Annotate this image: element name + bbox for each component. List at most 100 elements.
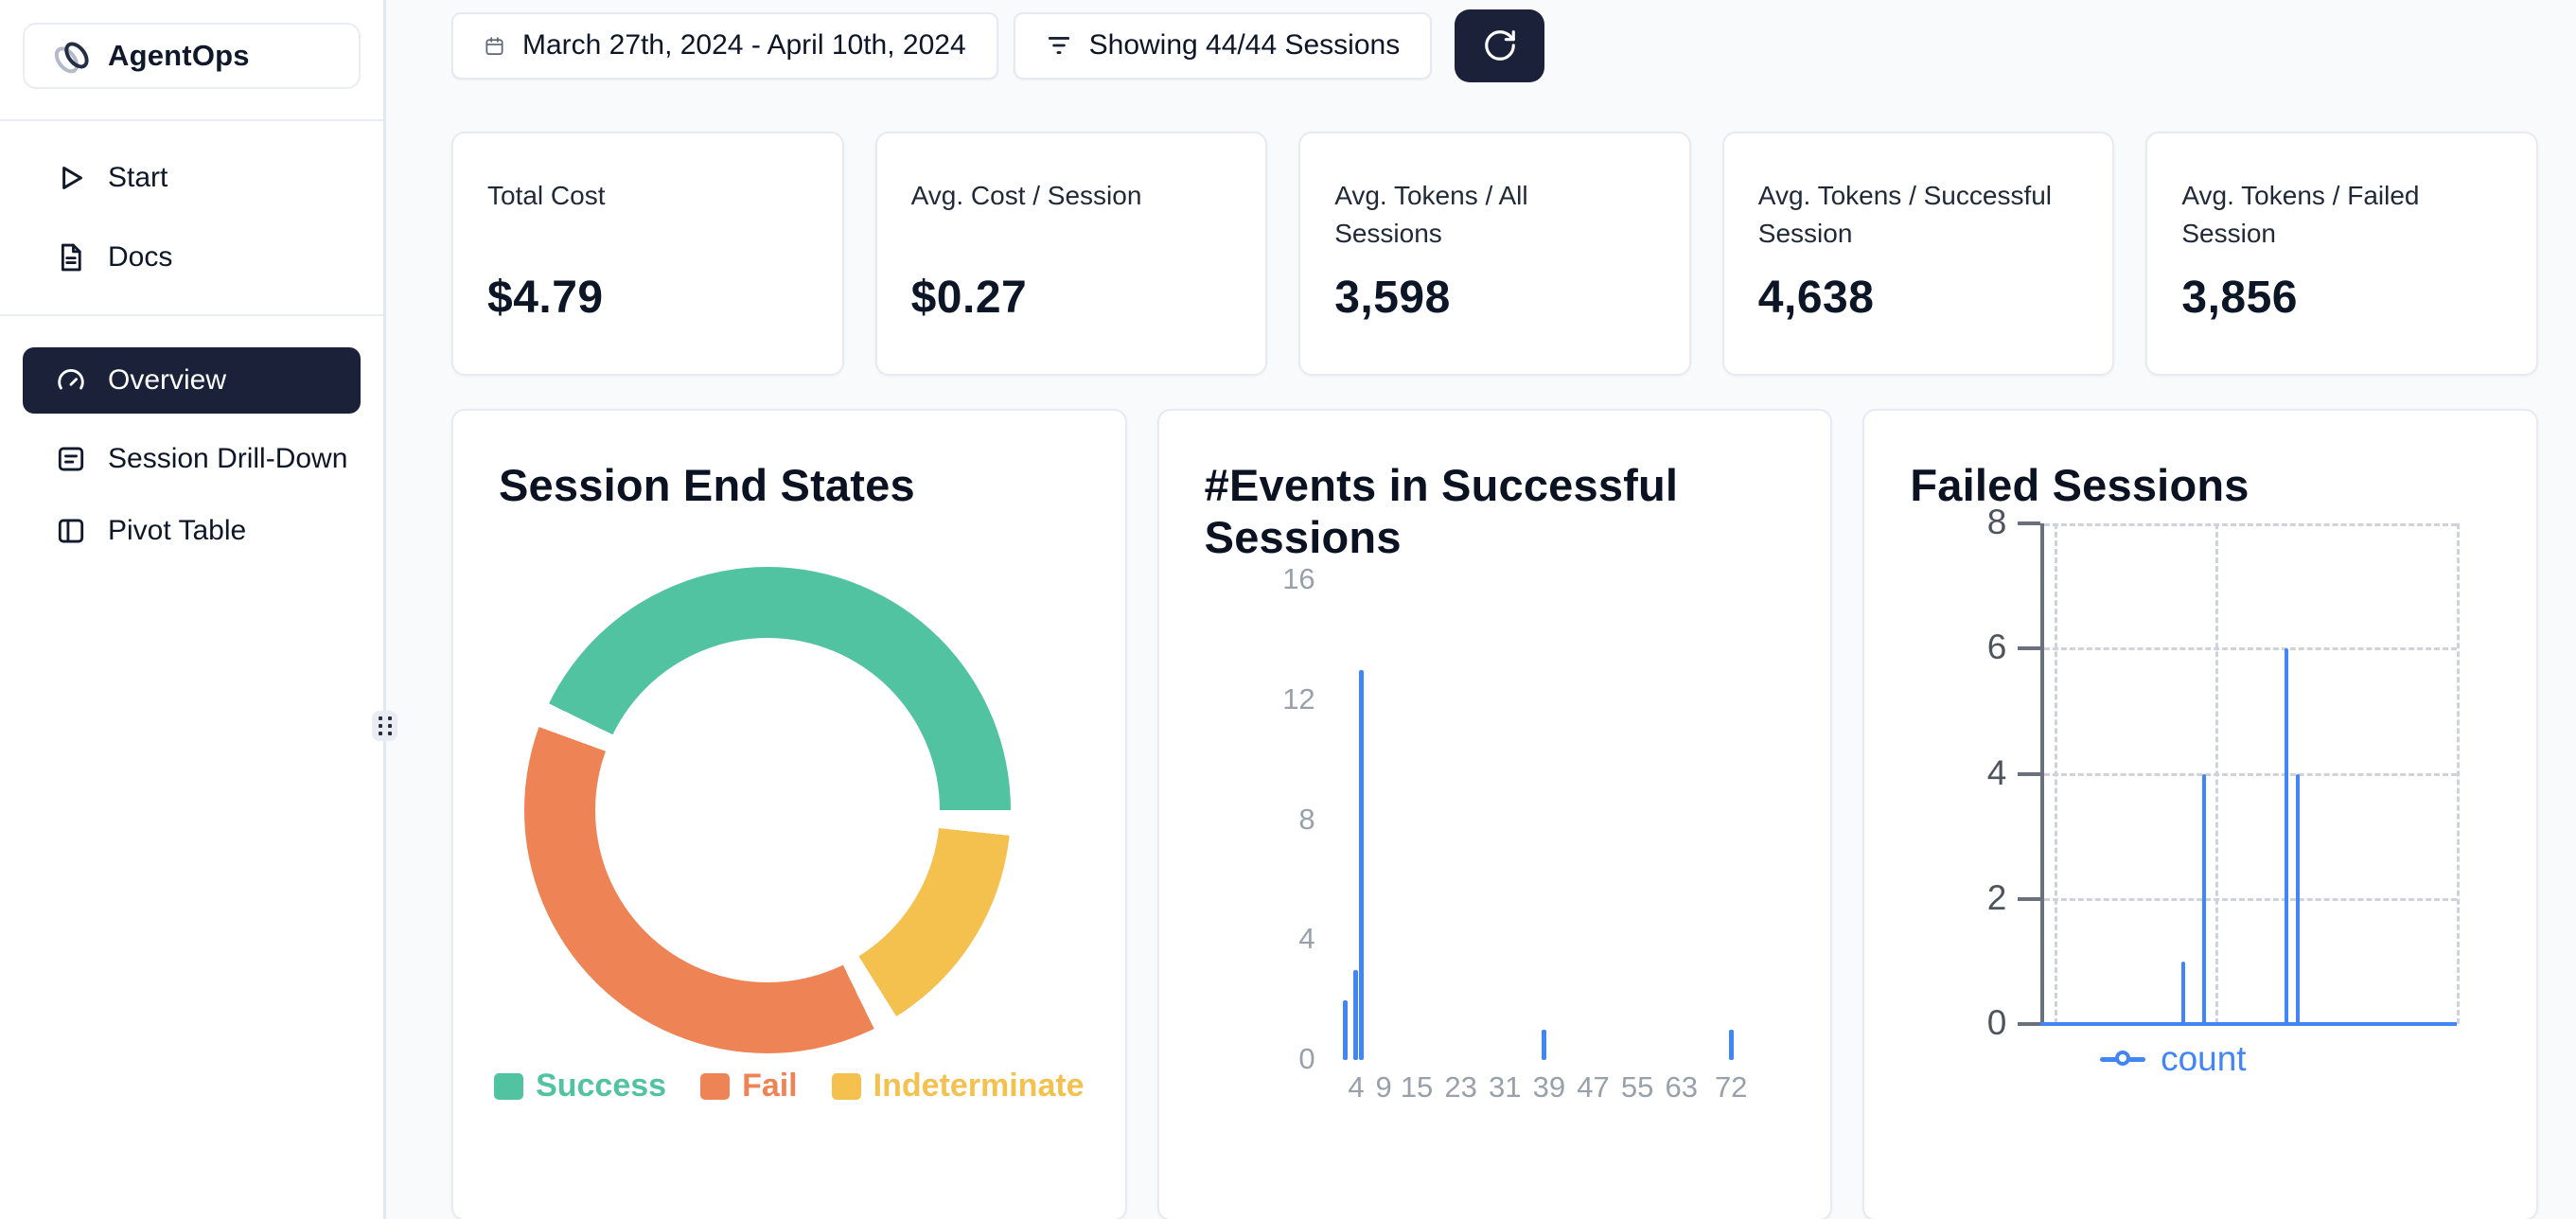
x-tick-label: 72	[1714, 1070, 1748, 1104]
x-tick-label: 63	[1665, 1070, 1698, 1104]
y-tick-label: 0	[1986, 1003, 2007, 1042]
stat-card-avg-cost-session: Avg. Cost / Session $0.27	[874, 132, 1268, 376]
document-icon	[55, 242, 87, 273]
chart-title: #Events in Successful Sessions	[1204, 460, 1679, 562]
sidebar-item-start[interactable]: Start	[23, 151, 361, 204]
main-content: March 27th, 2024 - April 10th, 2024 Show…	[386, 0, 2576, 1219]
y-tick-label: 6	[1986, 627, 2007, 667]
h-gridline	[2044, 772, 2458, 776]
y-tick-label: 2	[1986, 877, 2007, 917]
x-tick-label: 23	[1444, 1070, 1477, 1104]
spike	[2296, 773, 2301, 1024]
h-gridline	[2044, 647, 2458, 651]
stat-label: Avg. Tokens / All Sessions	[1334, 181, 1528, 248]
gauge-icon	[55, 365, 87, 396]
bar	[1541, 1030, 1546, 1060]
y-tick-label: 8	[1986, 503, 2007, 541]
y-tick-mark	[2018, 646, 2041, 651]
brand-name: AgentOps	[108, 39, 250, 72]
legend-item-indeterminate[interactable]: Indeterminate	[831, 1068, 1085, 1104]
stat-card-avg-tokens-failed: Avg. Tokens / Failed Session 3,856	[2145, 132, 2538, 376]
legend-swatch	[494, 1072, 524, 1100]
v-gridline	[2215, 523, 2219, 1024]
y-tick-label: 8	[1298, 802, 1315, 836]
grip-dot	[387, 716, 392, 720]
count-legend-label: count	[2161, 1039, 2247, 1078]
failed-sessions-chart: 0 2 4 6 8	[1864, 411, 2536, 1219]
legend-label: Fail	[742, 1068, 798, 1104]
grip-dot	[387, 724, 392, 728]
sidebar-nav-top: Start Docs	[23, 151, 361, 284]
stat-value: 3,598	[1334, 273, 1451, 323]
bar	[1359, 670, 1365, 1060]
brand-logo-card[interactable]: AgentOps	[23, 23, 361, 89]
y-tick-label: 0	[1298, 1042, 1315, 1075]
sidebar-item-label: Start	[108, 162, 168, 193]
h-gridline	[2044, 897, 2458, 901]
sidebar-item-docs[interactable]: Docs	[23, 231, 361, 284]
y-tick-label: 4	[1298, 922, 1315, 956]
grip-dot	[387, 732, 392, 735]
stat-card-avg-tokens-all: Avg. Tokens / All Sessions 3,598	[1298, 132, 1691, 376]
chart-title: Failed Sessions	[1910, 460, 2250, 510]
sidebar-item-label: Overview	[108, 364, 227, 396]
spike	[2181, 961, 2186, 1024]
x-tick-label: 9	[1375, 1070, 1392, 1104]
legend-item-success[interactable]: Success	[494, 1068, 666, 1104]
sessions-filter-button[interactable]: Showing 44/44 Sessions	[1013, 11, 1433, 80]
bar	[1728, 1030, 1734, 1060]
agentops-logo-icon	[51, 35, 93, 77]
count-legend[interactable]: count	[2040, 1039, 2305, 1079]
calendar-icon	[484, 35, 505, 57]
y-tick-mark	[2018, 521, 2041, 525]
spike	[2202, 773, 2207, 1024]
y-tick-mark	[2018, 896, 2041, 901]
date-range-button[interactable]: March 27th, 2024 - April 10th, 2024	[451, 11, 998, 80]
chart-card-session-end-states: Session End States Success Fail Indeterm…	[451, 409, 1127, 1219]
spike	[2285, 648, 2289, 1024]
sessions-filter-label: Showing 44/44 Sessions	[1088, 29, 1401, 61]
columns-icon	[55, 516, 87, 546]
sidebar-item-pivot-table[interactable]: Pivot Table	[23, 504, 361, 557]
stat-value: 3,856	[2181, 273, 2298, 323]
x-tick-label: 15	[1400, 1070, 1434, 1104]
filter-icon	[1046, 33, 1072, 58]
grip-dot	[378, 716, 382, 720]
bar	[1342, 999, 1348, 1060]
sidebar-item-label: Session Drill-Down	[108, 443, 348, 474]
sidebar-item-session-drill-down[interactable]: Session Drill-Down	[23, 433, 361, 486]
sidebar-item-label: Pivot Table	[108, 515, 247, 546]
x-tick-label: 47	[1577, 1070, 1610, 1104]
sidebar-resize-divider	[372, 0, 397, 1219]
legend-label: Success	[536, 1068, 667, 1104]
plot-border-right	[2457, 523, 2461, 1024]
stat-value: $4.79	[487, 273, 604, 323]
chart-card-failed-sessions: Failed Sessions 0 2 4 6 8 count	[1862, 409, 2539, 1219]
legend-swatch	[831, 1072, 861, 1100]
sidebar-item-overview[interactable]: Overview	[23, 347, 361, 414]
y-tick-mark	[2018, 771, 2041, 776]
date-range-label: March 27th, 2024 - April 10th, 2024	[522, 29, 966, 61]
legend-item-fail[interactable]: Fail	[700, 1068, 798, 1104]
legend-swatch	[700, 1072, 731, 1100]
chart-title: Session End States	[499, 460, 915, 510]
series-baseline	[2040, 1022, 2458, 1026]
stat-card-avg-tokens-successful: Avg. Tokens / Successful Session 4,638	[1721, 132, 2115, 376]
y-axis-line	[2040, 523, 2045, 1024]
donut-hole	[595, 638, 940, 982]
refresh-button[interactable]	[1455, 9, 1545, 82]
stats-row: Total Cost $4.79 Avg. Cost / Session $0.…	[451, 132, 2538, 376]
grip-dot	[378, 724, 382, 728]
x-tick-label: 31	[1489, 1070, 1522, 1104]
resize-grip-handle[interactable]	[372, 711, 397, 741]
sidebar-nav-main: Overview Session Drill-Down Pivot Table	[23, 347, 361, 557]
line-marker-icon	[2100, 1050, 2146, 1066]
plot-border-top	[2044, 523, 2458, 526]
list-box-icon	[55, 444, 87, 474]
chart-card-events-in-successful-sessions: #Events in Successful Sessions 0 4 8 12 16 4 9…	[1156, 409, 1833, 1219]
donut-legend: Success Fail Indeterminate	[453, 1068, 1125, 1104]
play-icon	[55, 163, 87, 193]
x-tick-label: 39	[1532, 1070, 1566, 1104]
y-tick-mark	[2018, 1022, 2041, 1026]
